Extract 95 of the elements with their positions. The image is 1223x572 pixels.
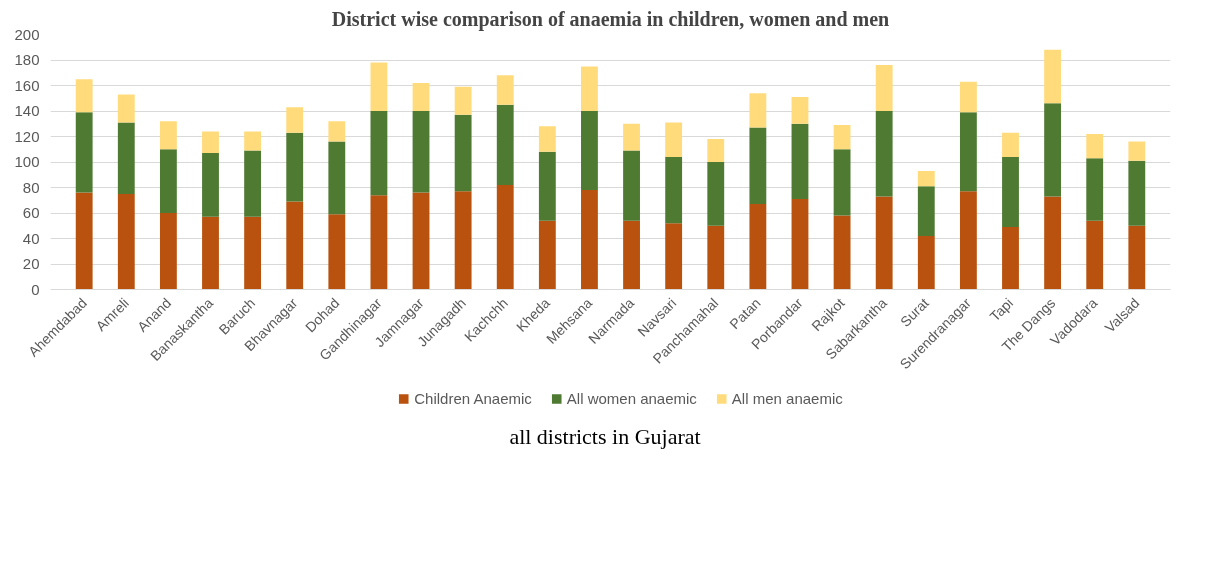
bar (875, 65, 893, 111)
y-tick-label: 100 (14, 153, 40, 170)
bar (1128, 225, 1146, 290)
bar (370, 62, 388, 111)
bar (749, 93, 767, 128)
bar (286, 201, 304, 290)
legend-label: All women anaemic (566, 389, 697, 407)
y-tick-label: 120 (14, 127, 40, 145)
x-tick-label: Tapi (986, 294, 1017, 325)
bar (454, 86, 472, 115)
bar (707, 225, 725, 290)
bar (917, 186, 935, 236)
bar (875, 111, 893, 197)
bar (370, 195, 388, 290)
bar (791, 123, 809, 199)
bar (959, 191, 977, 290)
bar (833, 149, 851, 216)
bar (1128, 141, 1146, 161)
bar (707, 139, 725, 162)
bar (370, 111, 388, 196)
bar (412, 111, 430, 193)
bar (328, 141, 346, 215)
bar (538, 151, 556, 221)
bar (286, 107, 304, 133)
bar (117, 193, 135, 290)
y-tick-label: 20 (22, 255, 40, 272)
bar (1002, 156, 1019, 228)
y-tick-label: 200 (14, 25, 40, 43)
bar (328, 121, 346, 142)
bar (159, 149, 177, 213)
bar (75, 112, 93, 193)
legend-label: All men anaemic (731, 389, 843, 407)
bar (538, 220, 556, 290)
y-tick-label: 40 (22, 229, 40, 247)
bar (1002, 227, 1019, 290)
bar (1086, 133, 1104, 159)
bar (791, 96, 809, 124)
text: all districts in Gujarat (509, 423, 701, 451)
y-tick-label: 160 (14, 76, 40, 94)
y-tick-label: 0 (31, 280, 40, 298)
bar (244, 131, 262, 151)
bar (581, 111, 598, 191)
bar (328, 214, 346, 290)
bar (665, 223, 683, 290)
bar (159, 213, 177, 290)
y-tick-label: 60 (22, 204, 40, 221)
bar (1086, 158, 1104, 221)
bar (202, 216, 219, 290)
bar (496, 184, 514, 290)
bar (623, 150, 640, 221)
bar (454, 114, 472, 192)
bar (959, 81, 977, 113)
bar (623, 220, 640, 290)
bar (833, 125, 851, 150)
bar (117, 122, 135, 194)
bar (159, 121, 177, 150)
bar (75, 79, 93, 113)
bar (202, 131, 219, 154)
bar (75, 192, 93, 290)
bar (917, 170, 935, 187)
bar (1086, 220, 1104, 290)
bar (412, 82, 430, 111)
bar (117, 94, 135, 123)
bar (202, 153, 219, 217)
bar (581, 190, 598, 290)
y-tick-label: 140 (14, 102, 40, 119)
y-tick-label: 80 (22, 178, 40, 196)
bar (244, 150, 262, 217)
bar (244, 216, 262, 290)
bar (623, 123, 640, 151)
bar (1044, 103, 1062, 197)
bar (581, 66, 598, 111)
bar (875, 196, 893, 290)
bar (496, 104, 514, 185)
bar (665, 122, 683, 157)
bar (959, 112, 977, 192)
bar (665, 156, 683, 224)
bar (791, 198, 809, 290)
bar (833, 215, 851, 290)
bar (749, 127, 767, 205)
y-tick-label: 180 (14, 51, 40, 68)
legend-label: Children Anaemic (414, 389, 532, 407)
bar (1002, 132, 1019, 157)
bar (412, 192, 430, 290)
chart-title: District wise comparison of anaemia in children, women and men (331, 7, 890, 31)
bar (286, 132, 304, 202)
bar (1128, 160, 1146, 226)
bar (1044, 196, 1062, 290)
bar (707, 162, 725, 226)
bar (454, 191, 472, 290)
bar (917, 235, 935, 290)
bar (1044, 49, 1062, 104)
bar (496, 75, 514, 105)
bar (749, 204, 767, 290)
bar (538, 126, 556, 152)
